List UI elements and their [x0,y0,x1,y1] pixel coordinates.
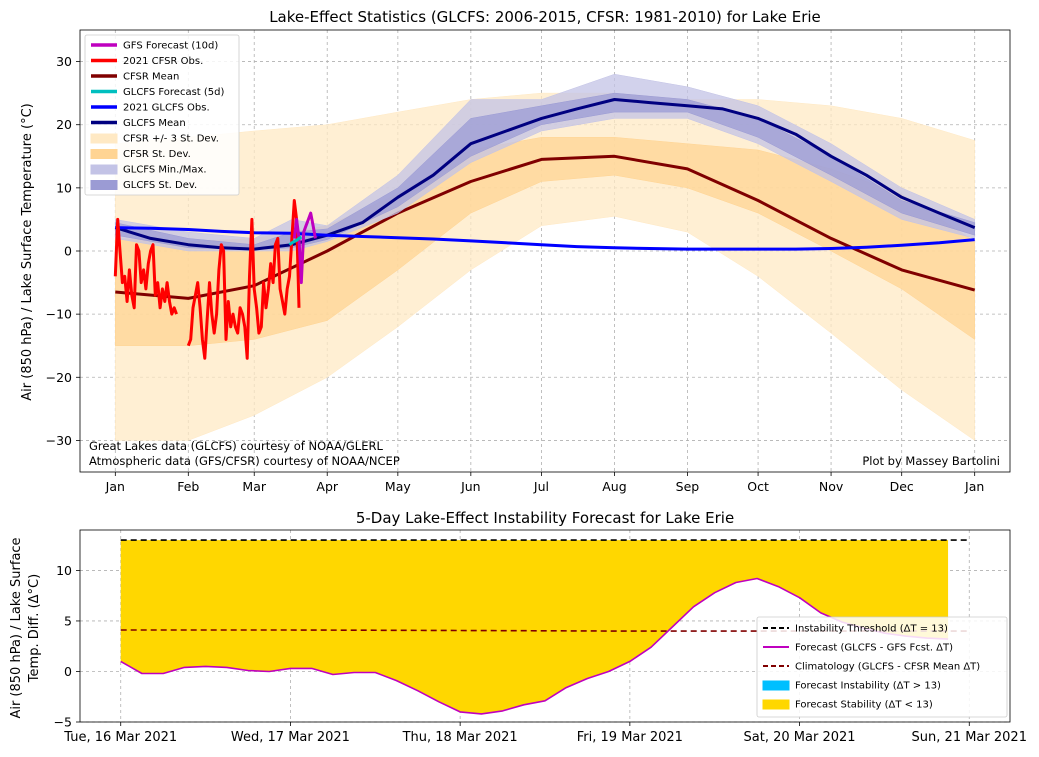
y-tick-label: 20 [56,117,72,132]
x-tick-label: Dec [890,479,914,494]
x-tick-label: Thu, 18 Mar 2021 [402,730,518,745]
gfs-forecast-10d-line [292,211,317,285]
x-tick-label: Fri, 19 Mar 2021 [577,730,683,745]
legend-label: Instability Threshold (ΔT = 13) [795,624,948,635]
x-tick-label: Jul [533,479,549,494]
x-tick-label: Jan [964,479,984,494]
x-tick-label: Sun, 21 Mar 2021 [912,730,1027,745]
y-tick-label: 10 [56,180,72,195]
y-tick-label: 0 [64,664,72,679]
x-tick-label: Oct [747,479,769,494]
legend-label: Forecast (GLCFS - GFS Fcst. ΔT) [795,643,953,654]
legend-swatch-glcfs-st-dev [90,180,118,190]
y-tick-label: −5 [54,715,72,730]
clipped-series [120,539,970,715]
forecast-stability-fill [120,540,949,714]
legend-swatch-forecast-stability-t-13 [762,699,790,710]
legend-label: 2021 GLCFS Obs. [123,103,210,114]
legend-label: CFSR St. Dev. [123,149,191,160]
top-series [113,73,976,441]
top-chart: Lake-Effect Statistics (GLCFS: 2006-2015… [20,8,1011,494]
credit-author: Plot by Massey Bartolini [862,454,1000,468]
x-tick-label: Feb [177,479,199,494]
bottom-chart-ylabel-line1: Air (850 hPa) / Lake Surface [9,537,24,718]
top-chart-ylabel: Air (850 hPa) / Lake Surface Temperature… [20,103,35,400]
legend-swatch-glcfs-min-max [90,164,118,175]
top-axis-ticks: Jan Feb Mar Apr May Jun Jul Aug Sep Oct Nov Dec Jan −… [46,54,985,494]
credit-ncep: Atmospheric data (GFS/CFSR) courtesy of … [89,454,400,468]
x-tick-label: Mar [242,479,266,494]
y-tick-label: −20 [46,370,72,385]
legend-label: GFS Forecast (10d) [123,41,218,52]
legend-label: Forecast Instability (ΔT > 13) [795,681,941,692]
legend-label: CFSR Mean [123,72,179,83]
bottom-series [120,539,970,715]
legend-swatch-cfsr-st-dev [90,149,118,159]
y-tick-label: −10 [46,307,72,322]
y-tick-label: −30 [46,433,72,448]
bottom-plot-frame [79,529,1011,723]
y-tick-label: 0 [64,244,72,259]
bottom-chart-title: 5-Day Lake-Effect Instability Forecast f… [356,509,734,527]
clipped-series [113,73,976,441]
x-tick-label: May [385,479,411,494]
bottom-legend: Instability Threshold (ΔT = 13) Forecast … [756,616,1008,718]
bottom-axis-ticks: Tue, 16 Mar 2021 Wed, 17 Mar 2021 Thu, 18 … [54,563,1027,745]
x-tick-label: Wed, 17 Mar 2021 [231,730,350,745]
forecast-glcfs-gfs-fcst-t-line [120,577,949,715]
legend-label: GLCFS Forecast (5d) [123,87,225,98]
y-tick-label: 30 [56,54,72,69]
y-tick-label: 10 [56,563,72,578]
credit-glerl: Great Lakes data (GLCFS) courtesy of NOA… [89,439,383,453]
x-tick-label: Tue, 16 Mar 2021 [63,730,177,745]
2021-glcfs-obs-line [115,226,975,251]
top-chart-title: Lake-Effect Statistics (GLCFS: 2006-2015… [269,8,821,26]
glcfs-forecast-5d-line [288,235,303,246]
top-legend: GFS Forecast (10d) 2021 CFSR Obs. CFSR Mea… [84,34,240,196]
legend-label: Climatology (GLCFS - CFSR Mean ΔT) [795,662,980,673]
2021-cfsr-obs-line [113,199,301,360]
legend-label: GLCFS Min./Max. [123,165,207,176]
bottom-chart: 5-Day Lake-Effect Instability Forecast f… [9,509,1027,745]
legend-label: CFSR +/- 3 St. Dev. [123,134,219,145]
legend-label: GLCFS St. Dev. [123,180,197,191]
legend-box [756,616,1008,718]
x-tick-label: Sep [676,479,700,494]
x-tick-label: Sat, 20 Mar 2021 [744,730,856,745]
legend-swatch-cfsr-3-st-dev [90,133,118,144]
x-tick-label: Aug [602,479,626,494]
legend-box [84,34,240,196]
bottom-chart-ylabel-line2: Temp. Diff. (Δ°C) [27,574,42,683]
y-tick-label: 5 [64,613,72,628]
legend-label: Forecast Stability (ΔT < 13) [795,700,933,711]
x-tick-label: Jun [460,479,481,494]
legend-swatch-forecast-instability-t-13 [762,680,790,691]
climatology-glcfs-cfsr-mean-t-line [120,629,970,632]
x-tick-label: Apr [316,479,338,494]
x-tick-label: Jan [105,479,125,494]
legend-label: GLCFS Mean [123,118,186,129]
glcfs-st-dev-band [115,92,975,250]
legend-label: 2021 CFSR Obs. [123,56,203,67]
x-tick-label: Nov [819,479,844,494]
